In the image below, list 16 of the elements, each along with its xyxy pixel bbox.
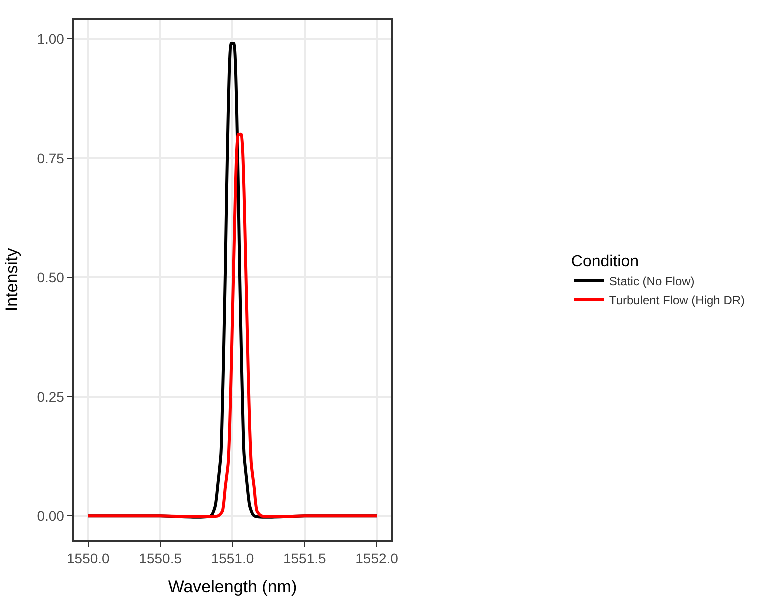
y-axis-title: Intensity <box>2 248 22 312</box>
x-tick-label: 1551.0 <box>211 550 254 567</box>
y-tick-label: 0.75 <box>37 150 65 166</box>
x-tick-label: 1552.0 <box>356 550 399 567</box>
line-series <box>86 133 379 519</box>
legend-title: Condition <box>571 253 640 270</box>
y-tick-label: 1.00 <box>37 30 65 47</box>
legend-label: Static (No Flow) <box>609 274 695 288</box>
y-tick-label: 0.50 <box>37 270 65 286</box>
y-tick-label: 0.00 <box>37 508 65 524</box>
x-tick-label: 1550.0 <box>67 550 110 567</box>
x-axis-title: Wavelength (nm) <box>168 577 298 596</box>
legend-label: Turbulent Flow (High DR) <box>609 293 746 308</box>
x-tick-label: 1551.5 <box>283 550 326 567</box>
y-tick-label: 0.25 <box>37 388 65 405</box>
x-tick-label: 1550.5 <box>139 550 182 567</box>
